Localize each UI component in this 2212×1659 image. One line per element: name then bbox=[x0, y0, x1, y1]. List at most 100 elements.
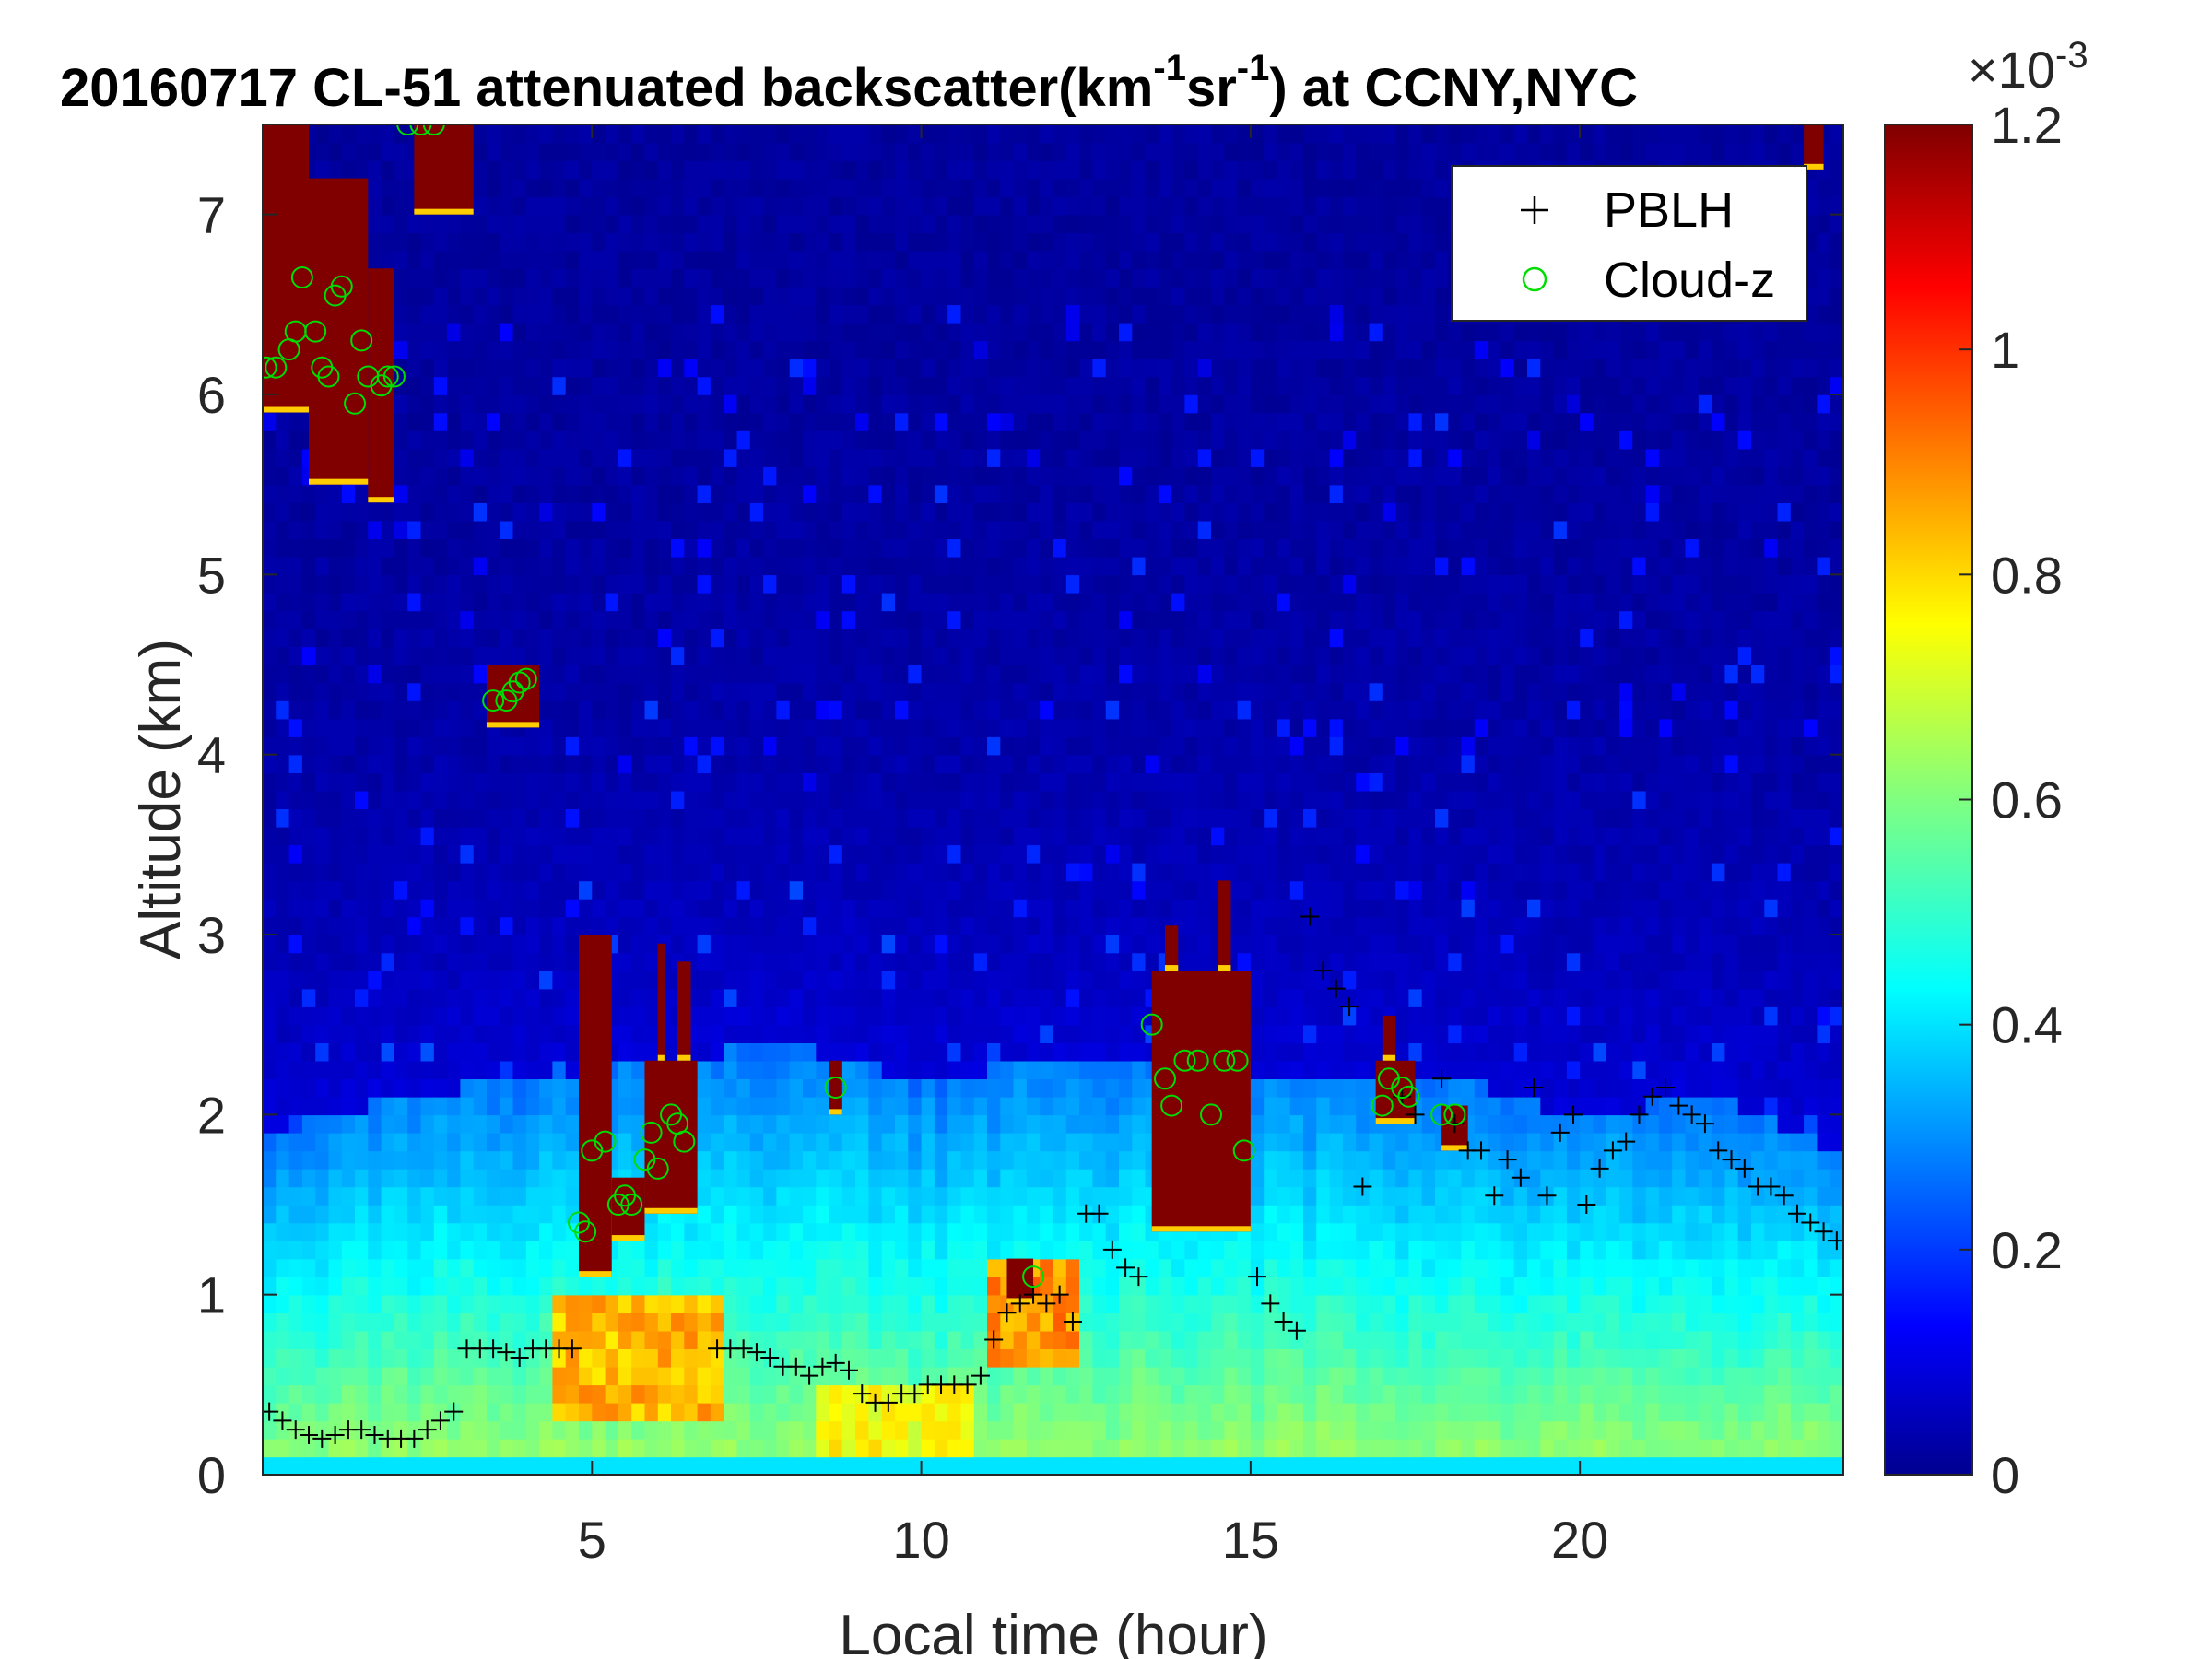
heatmap-cell bbox=[644, 214, 659, 233]
heatmap-cell bbox=[433, 1078, 448, 1098]
heatmap-cell bbox=[1053, 952, 1067, 971]
heatmap-cell bbox=[631, 808, 646, 828]
heatmap-cell bbox=[1119, 700, 1134, 720]
heatmap-cell bbox=[644, 952, 659, 971]
heatmap-cell bbox=[1026, 700, 1041, 720]
heatmap-cell bbox=[579, 358, 594, 378]
heatmap-cell bbox=[1040, 1384, 1054, 1404]
heatmap-cell bbox=[868, 178, 883, 197]
heatmap-cell bbox=[500, 736, 514, 756]
heatmap-cell bbox=[749, 826, 764, 846]
heatmap-cell bbox=[710, 1258, 724, 1277]
heatmap-cell bbox=[776, 502, 791, 522]
heatmap-cell bbox=[1013, 1366, 1028, 1386]
heatmap-cell bbox=[525, 196, 540, 216]
heatmap-cell bbox=[341, 1006, 356, 1026]
heatmap-cell bbox=[368, 1438, 382, 1458]
heatmap-cell bbox=[1079, 448, 1094, 467]
heatmap-cell bbox=[579, 862, 594, 882]
heatmap-cell bbox=[552, 935, 567, 954]
heatmap-cell bbox=[460, 665, 475, 684]
heatmap-cell bbox=[657, 286, 672, 306]
heatmap-cell bbox=[934, 376, 948, 395]
heatmap-cell bbox=[473, 1132, 488, 1152]
heatmap-cell bbox=[420, 1078, 435, 1098]
heatmap-cell bbox=[328, 142, 343, 161]
heatmap-cell bbox=[855, 844, 870, 864]
heatmap-cell bbox=[960, 286, 975, 306]
heatmap-cell bbox=[644, 790, 659, 809]
heatmap-cell bbox=[841, 520, 856, 539]
heatmap-cell bbox=[1092, 1186, 1107, 1206]
heatmap-cell bbox=[394, 1241, 408, 1260]
heatmap-cell bbox=[684, 880, 699, 900]
heatmap-cell bbox=[816, 935, 830, 954]
heatmap-cell bbox=[1040, 196, 1054, 216]
heatmap-cell bbox=[657, 1384, 672, 1404]
heatmap-cell bbox=[1026, 916, 1041, 935]
heatmap-cell bbox=[697, 250, 712, 269]
heatmap-cell bbox=[605, 322, 619, 342]
heatmap-cell bbox=[1092, 142, 1107, 161]
heatmap-cell bbox=[355, 1384, 370, 1404]
heatmap-cell bbox=[1040, 142, 1054, 161]
heatmap-cell bbox=[1132, 665, 1147, 684]
heatmap-cell bbox=[368, 898, 382, 918]
heatmap-cell bbox=[1040, 1205, 1054, 1224]
heatmap-cell bbox=[724, 196, 738, 216]
heatmap-cell bbox=[1079, 286, 1094, 306]
heatmap-cell bbox=[724, 520, 738, 539]
heatmap-cell bbox=[328, 790, 343, 809]
heatmap-cell bbox=[487, 394, 501, 414]
heatmap-cell bbox=[1053, 502, 1067, 522]
heatmap-cell bbox=[895, 1132, 910, 1152]
heatmap-cell bbox=[841, 142, 856, 161]
heatmap-cell bbox=[803, 1294, 818, 1313]
heatmap-cell bbox=[960, 790, 975, 809]
heatmap-cell bbox=[355, 1150, 370, 1170]
heatmap-cell bbox=[460, 538, 475, 558]
heatmap-cell bbox=[631, 412, 646, 431]
heatmap-cell bbox=[1092, 340, 1107, 359]
heatmap-cell bbox=[657, 376, 672, 395]
heatmap-cell bbox=[724, 1006, 738, 1026]
heatmap-cell bbox=[816, 844, 830, 864]
heatmap-cell bbox=[855, 1222, 870, 1241]
heatmap-cell bbox=[301, 1277, 316, 1296]
heatmap-cell bbox=[605, 1402, 619, 1422]
heatmap-cell bbox=[525, 394, 540, 414]
heatmap-cell bbox=[433, 646, 448, 665]
heatmap-cell bbox=[710, 826, 724, 846]
heatmap-cell bbox=[1105, 466, 1120, 486]
heatmap-cell bbox=[276, 1330, 290, 1349]
heatmap-cell bbox=[631, 448, 646, 467]
heatmap-cell bbox=[355, 1205, 370, 1224]
heatmap-cell bbox=[500, 1114, 514, 1134]
heatmap-cell bbox=[276, 412, 290, 431]
heatmap-cell bbox=[263, 574, 277, 594]
heatmap-cell bbox=[1065, 790, 1080, 809]
heatmap-cell bbox=[881, 1205, 896, 1224]
heatmap-cell bbox=[487, 610, 501, 629]
heatmap-cell bbox=[301, 665, 316, 684]
heatmap-cell bbox=[1092, 1114, 1107, 1134]
heatmap-cell bbox=[736, 1060, 751, 1079]
heatmap-cell bbox=[829, 160, 843, 180]
heatmap-cell bbox=[697, 826, 712, 846]
heatmap-cell bbox=[487, 754, 501, 773]
heatmap-cell bbox=[487, 826, 501, 846]
heatmap-cell bbox=[1119, 1024, 1134, 1043]
heatmap-cell bbox=[381, 1168, 395, 1188]
heatmap-cell bbox=[697, 358, 712, 378]
heatmap-cell bbox=[908, 808, 923, 828]
heatmap-cell bbox=[1119, 862, 1134, 882]
heatmap-cell bbox=[947, 1042, 962, 1062]
heatmap-cell bbox=[895, 124, 910, 144]
heatmap-cell bbox=[473, 718, 488, 737]
heatmap-cell bbox=[841, 1060, 856, 1079]
heatmap-cell bbox=[1000, 1114, 1015, 1134]
heatmap-cell bbox=[288, 1312, 303, 1332]
heatmap-cell bbox=[855, 1186, 870, 1206]
heatmap-cell bbox=[328, 1096, 343, 1116]
heatmap-cell bbox=[841, 1006, 856, 1026]
